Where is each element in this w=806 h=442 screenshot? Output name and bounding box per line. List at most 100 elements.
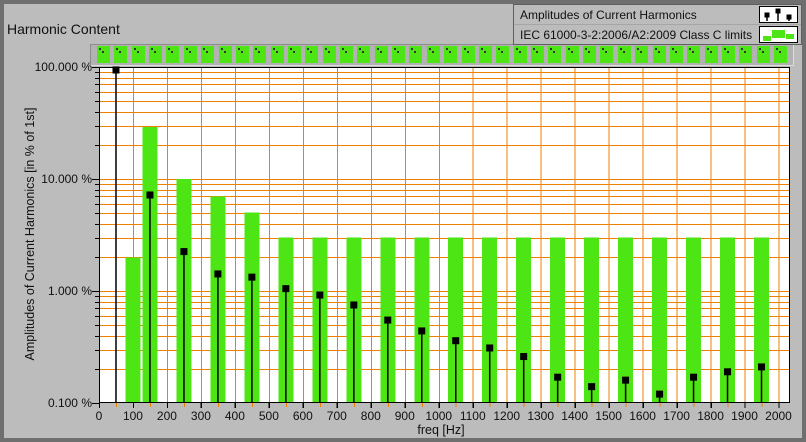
limit-bar xyxy=(448,237,464,402)
harmonic-indicator xyxy=(374,46,388,63)
harmonic-indicator xyxy=(669,46,683,63)
harmonic-marker xyxy=(146,191,154,199)
plot-legend: Amplitudes of Current Harmonics IEC 6100… xyxy=(513,4,802,45)
x-tick-label: 1700 xyxy=(663,409,690,423)
limit-bar xyxy=(125,257,141,402)
x-tick-label: 1200 xyxy=(493,409,520,423)
harmonic-indicator xyxy=(756,46,770,63)
x-axis-label: freq [Hz] xyxy=(417,423,465,437)
y-tick-label: 1.000 % xyxy=(48,284,92,298)
harmonic-marker xyxy=(316,291,324,299)
harmonic-indicator xyxy=(270,46,284,63)
limit-bar xyxy=(550,237,566,402)
harmonic-marker xyxy=(520,353,528,361)
x-tick-label: 2000 xyxy=(765,409,792,423)
harmonic-indicator xyxy=(97,46,110,63)
x-tick-label: 500 xyxy=(259,409,279,423)
x-tick-label: 700 xyxy=(327,409,347,423)
limit-bar xyxy=(618,237,634,402)
harmonic-marker xyxy=(486,344,494,352)
harmonic-indicator xyxy=(253,46,267,63)
harmonic-indicator xyxy=(235,46,249,63)
limit-bar xyxy=(584,237,600,402)
legend-item-harmonics[interactable]: Amplitudes of Current Harmonics xyxy=(514,5,801,24)
x-tick-label: 400 xyxy=(225,409,245,423)
legend-label-iec-limits: IEC 61000-3-2:2006/A2:2009 Class C limit… xyxy=(520,27,753,42)
harmonic-indicator xyxy=(340,46,354,63)
x-tick-label: 1100 xyxy=(460,409,486,423)
harmonic-indicator xyxy=(565,46,579,63)
harmonic-indicator xyxy=(478,46,492,63)
harmonic-indicator xyxy=(444,46,458,63)
harmonic-indicator xyxy=(409,46,423,63)
harmonic-indicator xyxy=(131,46,145,63)
x-tick-label: 200 xyxy=(157,409,177,423)
axis-ticks xyxy=(92,66,780,408)
x-tick-label: 1000 xyxy=(425,409,452,423)
harmonic-marker xyxy=(758,363,766,371)
limit-bar xyxy=(652,237,668,402)
harmonic-indicator xyxy=(652,46,666,63)
x-tick-label: 100 xyxy=(123,409,143,423)
harmonic-indicator xyxy=(149,46,163,63)
page-title: Harmonic Content xyxy=(7,21,120,37)
harmonic-indicator xyxy=(583,46,597,63)
harmonic-indicator xyxy=(114,46,128,63)
harmonic-marker xyxy=(214,270,222,278)
harmonic-marker xyxy=(588,383,596,391)
x-tick-label: 1800 xyxy=(697,409,724,423)
harmonic-marker xyxy=(112,66,120,74)
harmonic-indicator xyxy=(218,46,232,63)
limit-bar xyxy=(414,237,430,402)
legend-item-iec-limits[interactable]: IEC 61000-3-2:2006/A2:2009 Class C limit… xyxy=(514,24,801,44)
harmonic-indicator xyxy=(635,46,649,63)
harmonic-indicator xyxy=(739,46,753,63)
x-tick-label: 300 xyxy=(191,409,211,423)
x-tick-label: 1300 xyxy=(527,409,554,423)
harmonic-indicator xyxy=(548,46,562,63)
y-tick-label: 0.100 % xyxy=(48,396,92,410)
harmonic-indicator xyxy=(322,46,336,63)
harmonic-indicator xyxy=(721,46,735,63)
x-tick-label: 800 xyxy=(361,409,381,423)
harmonic-marker xyxy=(452,337,460,345)
bar-plot-icon xyxy=(759,26,798,43)
x-tick-label: 1500 xyxy=(595,409,622,423)
harmonic-marker xyxy=(418,327,426,335)
x-tick-label: 600 xyxy=(293,409,313,423)
harmonic-indicator xyxy=(201,46,215,63)
tick-labels: 0 100 200 300 400 500 600 700 800 900 1000 1100 1200… xyxy=(35,60,793,423)
harmonic-indicator xyxy=(357,46,371,63)
harmonic-marker xyxy=(690,373,698,381)
limit-bar xyxy=(516,237,532,402)
harmonic-marker xyxy=(180,248,188,256)
harmonic-indicator xyxy=(531,46,544,63)
harmonic-marker xyxy=(248,273,256,281)
harmonic-indicator-strip xyxy=(90,44,794,66)
harmonic-indicator xyxy=(287,46,301,63)
harmonic-indicator xyxy=(426,46,440,63)
x-tick-label: 0 xyxy=(96,409,103,423)
harmonic-indicator xyxy=(392,46,406,63)
harmonic-indicator xyxy=(461,46,475,63)
x-tick-label: 1900 xyxy=(731,409,758,423)
plot-border xyxy=(99,67,790,403)
harmonic-indicator xyxy=(496,46,510,63)
harmonic-stems xyxy=(112,66,766,402)
limit-bar xyxy=(754,237,770,402)
harmonic-marker xyxy=(622,376,630,384)
x-tick-label: 1600 xyxy=(629,409,656,423)
harmonic-indicator xyxy=(774,46,788,63)
harmonic-marker xyxy=(554,373,562,381)
stem-plot-icon xyxy=(759,6,798,23)
harmonic-indicator xyxy=(687,46,701,63)
harmonic-indicator xyxy=(183,46,197,63)
harmonic-marker xyxy=(282,285,290,293)
harmonic-indicator xyxy=(617,46,631,63)
harmonic-marker xyxy=(656,390,664,398)
x-tick-label: 900 xyxy=(395,409,415,423)
limit-bar xyxy=(686,237,702,402)
harmonic-indicator xyxy=(513,46,527,63)
